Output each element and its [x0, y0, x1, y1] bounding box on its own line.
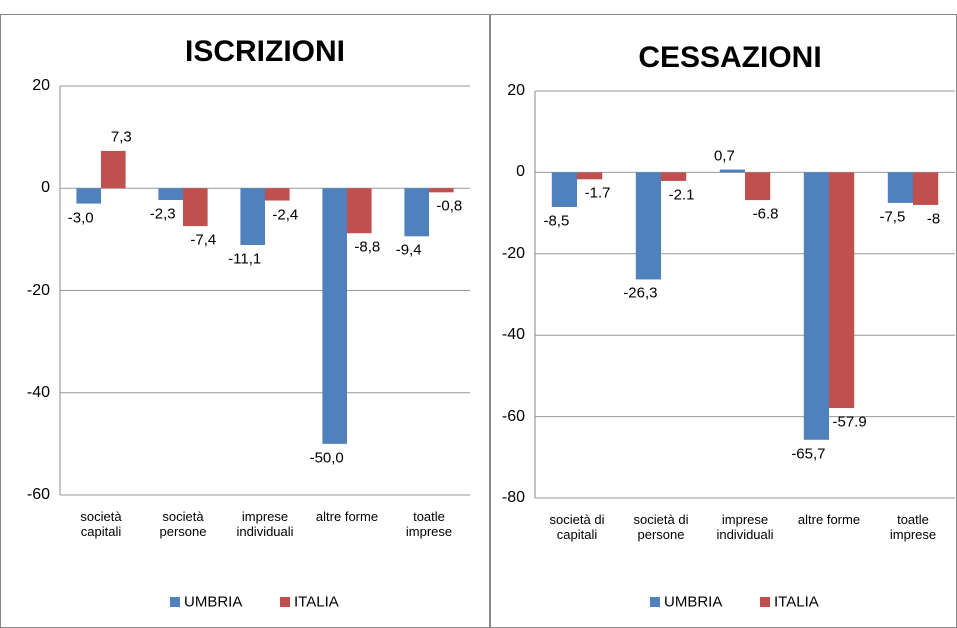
bar	[635, 172, 661, 280]
value-label: -57.9	[832, 413, 867, 431]
value-label: -2,4	[272, 205, 299, 223]
value-label: -8,5	[543, 212, 570, 230]
y-tick-label: -40	[501, 325, 525, 343]
value-label: -50,0	[309, 449, 344, 467]
y-tick-label: 0	[516, 163, 525, 181]
x-tick-label: società capitali	[80, 509, 122, 539]
y-tick-label: -20	[26, 281, 50, 299]
legend-swatch	[760, 597, 770, 607]
bar	[829, 172, 855, 409]
bar	[101, 150, 126, 189]
legend-label: UMBRIA	[664, 593, 723, 611]
legend-label: ITALIA	[774, 593, 819, 611]
y-tick-label: -40	[26, 383, 50, 401]
x-tick-label: altre forme	[315, 509, 379, 524]
value-label: -8,8	[354, 238, 381, 256]
bar	[577, 172, 603, 180]
bar	[887, 172, 913, 203]
value-label: -65,7	[791, 445, 826, 463]
value-label: -26,3	[623, 284, 658, 302]
bar	[429, 188, 454, 193]
y-tick-label: -80	[501, 488, 525, 506]
bar	[158, 188, 183, 201]
x-tick-label: imprese individuali	[716, 512, 774, 542]
value-label: -7,5	[879, 208, 906, 226]
value-label: 7,3	[110, 128, 132, 146]
legend-swatch	[650, 597, 660, 607]
value-label: -2,3	[149, 205, 176, 223]
bar	[913, 172, 939, 205]
x-tick-label: società di persone	[633, 512, 689, 542]
bar	[265, 188, 290, 201]
chart-title: CESSAZIONI	[638, 40, 822, 74]
x-tick-label: toatle imprese	[405, 509, 453, 539]
y-tick-label: 20	[32, 76, 50, 94]
value-label: -3,0	[67, 208, 94, 226]
bar	[661, 172, 687, 181]
y-tick-label: 0	[41, 179, 50, 197]
legend-label: ITALIA	[294, 593, 339, 611]
bar	[240, 188, 265, 245]
legend-swatch	[170, 597, 180, 607]
legend-swatch	[280, 597, 290, 607]
legend-label: UMBRIA	[184, 593, 243, 611]
value-label: -8	[926, 210, 941, 228]
y-tick-label: 20	[507, 81, 525, 99]
x-tick-label: società di capitali	[549, 512, 605, 542]
bar	[719, 169, 745, 173]
value-label: 0,7	[713, 146, 735, 164]
chart-title: ISCRIZIONI	[184, 34, 346, 68]
value-label: -2.1	[668, 186, 695, 204]
y-tick-label: -20	[501, 244, 525, 262]
bar	[551, 172, 577, 207]
x-tick-label: società persone	[159, 509, 207, 539]
bar	[347, 188, 372, 234]
x-tick-label: imprese individuali	[236, 509, 294, 539]
bar	[404, 188, 429, 237]
bar	[803, 172, 829, 440]
bar	[322, 188, 347, 444]
bar	[183, 188, 208, 227]
y-tick-label: -60	[26, 485, 50, 503]
x-tick-label: altre forme	[797, 512, 861, 527]
value-label: -6.8	[752, 205, 779, 223]
bar	[76, 188, 101, 204]
value-label: -1.7	[584, 184, 611, 202]
y-tick-label: -60	[501, 407, 525, 425]
value-label: -7,4	[190, 231, 217, 249]
value-label: -9,4	[395, 241, 422, 259]
bar	[745, 172, 771, 201]
x-tick-label: toatle imprese	[889, 512, 937, 542]
value-label: -0,8	[436, 197, 463, 215]
value-label: -11,1	[228, 250, 262, 268]
